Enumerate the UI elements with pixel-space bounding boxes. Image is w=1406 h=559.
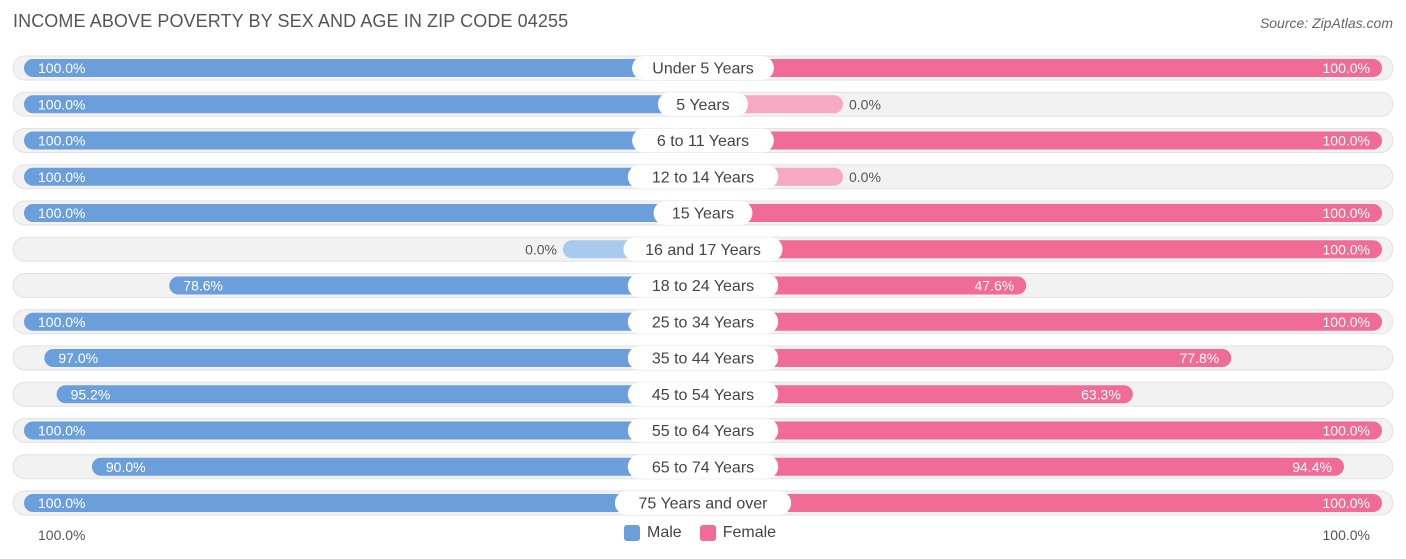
male-value-label: 100.0% xyxy=(38,96,85,112)
male-bar xyxy=(24,59,703,77)
female-bar xyxy=(703,421,1382,440)
male-value-label: 97.0% xyxy=(58,350,98,366)
female-bar xyxy=(703,240,1382,259)
female-bar xyxy=(703,494,1382,512)
category-label-background xyxy=(627,273,779,298)
male-bar xyxy=(24,167,703,186)
category-label-background xyxy=(627,346,779,370)
category-label-background xyxy=(627,418,779,443)
category-label: 12 to 14 Years xyxy=(652,169,754,186)
category-label-background xyxy=(627,164,779,189)
category-label-background xyxy=(657,92,749,117)
male-bar xyxy=(24,131,703,150)
category-label-background xyxy=(653,201,753,225)
female-value-label: 100.0% xyxy=(1323,133,1370,149)
legend-label-male: Male xyxy=(647,524,682,541)
legend: Male Female xyxy=(624,524,794,542)
male-bar xyxy=(169,276,703,295)
male-value-label: 100.0% xyxy=(38,495,85,511)
male-bar xyxy=(91,457,703,476)
female-value-label: 77.8% xyxy=(1180,350,1220,366)
female-bar xyxy=(703,59,1382,77)
female-value-label: 100.0% xyxy=(1323,60,1370,76)
male-bar xyxy=(24,95,703,114)
female-value-label: 94.4% xyxy=(1292,459,1332,475)
legend-item-female: Female xyxy=(699,524,777,542)
male-value-label: 90.0% xyxy=(106,459,146,475)
female-value-label: 100.0% xyxy=(1323,495,1370,511)
legend-label-female: Female xyxy=(722,524,777,541)
category-label: 55 to 64 Years xyxy=(652,423,754,440)
category-label: 35 to 44 Years xyxy=(652,351,754,368)
source-label: Source: ZipAtlas.com xyxy=(1259,15,1393,31)
male-bar xyxy=(24,494,703,512)
category-label: Under 5 Years xyxy=(652,61,753,78)
axis-label-right: 100.0% xyxy=(1322,527,1370,543)
category-label: 15 Years xyxy=(672,206,734,223)
category-label-background xyxy=(632,56,774,80)
category-label: 45 to 54 Years xyxy=(652,387,754,404)
female-bar xyxy=(703,312,1382,331)
category-label: 25 to 34 Years xyxy=(652,314,754,331)
female-bar xyxy=(703,276,1027,295)
legend-item-male: Male xyxy=(624,524,682,542)
category-label: 16 and 17 Years xyxy=(645,242,761,259)
male-value-label: 100.0% xyxy=(38,205,85,221)
female-value-label: 0.0% xyxy=(849,96,881,112)
male-value-label: 95.2% xyxy=(71,386,111,402)
male-value-label: 100.0% xyxy=(38,314,85,330)
category-label: 18 to 24 Years xyxy=(652,278,754,295)
male-value-label: 0.0% xyxy=(525,241,557,257)
female-bar xyxy=(703,385,1133,404)
category-label-background xyxy=(627,382,779,407)
male-value-label: 100.0% xyxy=(38,133,85,149)
category-label-background xyxy=(623,237,783,262)
legend-swatch-female xyxy=(699,525,716,541)
female-bar xyxy=(703,349,1232,367)
female-bar xyxy=(703,457,1344,476)
male-value-label: 78.6% xyxy=(183,278,223,294)
category-label-background xyxy=(614,491,792,515)
female-value-label: 100.0% xyxy=(1323,241,1370,257)
male-value-label: 100.0% xyxy=(38,60,85,76)
axis-label-left: 100.0% xyxy=(38,527,86,543)
male-bar xyxy=(44,349,704,367)
female-value-label: 100.0% xyxy=(1323,314,1370,330)
male-value-label: 100.0% xyxy=(38,423,85,439)
category-label: 6 to 11 Years xyxy=(657,133,749,150)
female-value-label: 100.0% xyxy=(1323,205,1370,221)
category-label-background xyxy=(632,128,774,153)
female-value-label: 0.0% xyxy=(849,169,881,185)
male-bar xyxy=(24,421,703,440)
male-value-label: 100.0% xyxy=(38,169,85,185)
legend-swatch-male xyxy=(624,525,640,541)
bar-chart: 100.0% 100.0% Under 5 Years 100.0% 0.0% 5 Yea… xyxy=(12,55,1394,516)
male-bar xyxy=(24,204,703,222)
category-label-background xyxy=(627,454,779,479)
female-value-label: 47.6% xyxy=(975,278,1015,294)
category-label-background xyxy=(627,309,779,334)
female-bar xyxy=(703,204,1382,222)
female-bar xyxy=(703,131,1382,150)
male-bar xyxy=(56,385,704,404)
female-value-label: 63.3% xyxy=(1081,386,1121,402)
female-value-label: 100.0% xyxy=(1323,423,1370,439)
category-label: 65 to 74 Years xyxy=(652,459,754,476)
chart-title: INCOME ABOVE POVERTY BY SEX AND AGE IN Z… xyxy=(13,11,569,31)
category-label: 75 Years and over xyxy=(639,496,769,513)
male-bar xyxy=(24,312,703,331)
category-label: 5 Years xyxy=(676,97,729,114)
